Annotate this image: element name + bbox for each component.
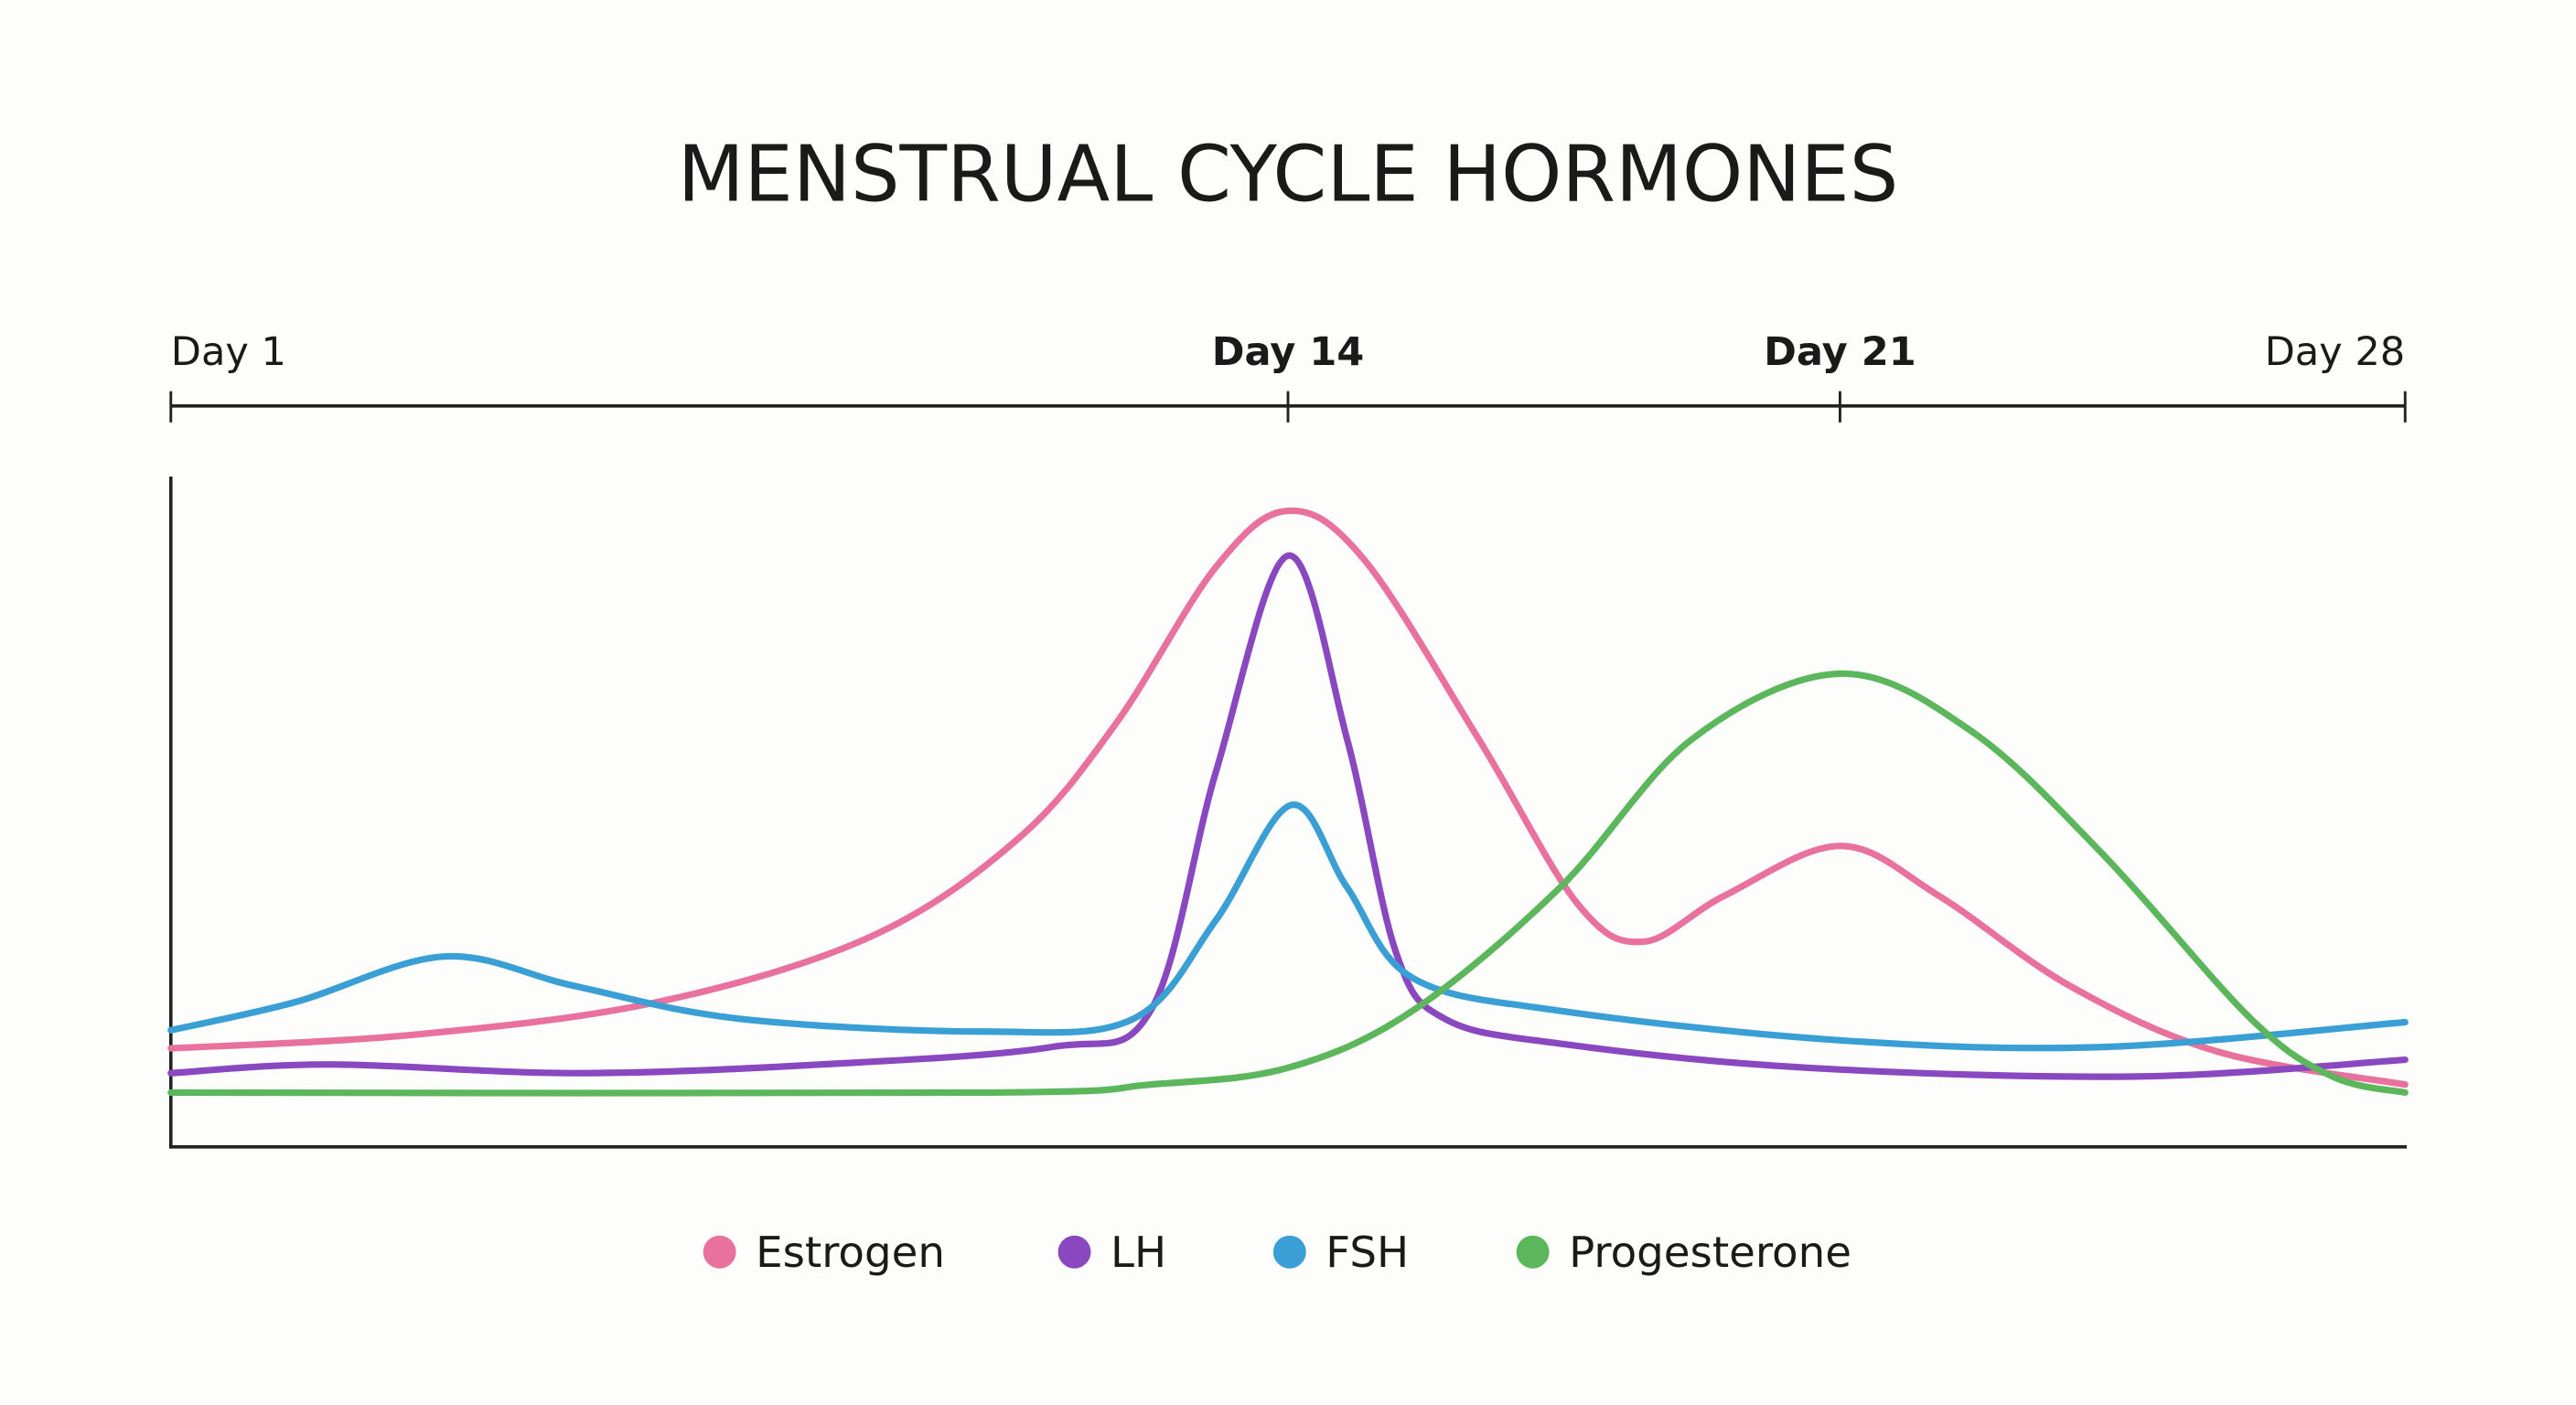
chart-title: MENSTRUAL CYCLE HORMONES <box>678 129 1899 219</box>
x-tick-label: Day 28 <box>2265 329 2406 375</box>
day-timeline: Day 1 Day 14 Day 21 Day 28 <box>169 329 2407 423</box>
x-tick-label: Day 21 <box>1764 329 1916 375</box>
legend-label: Estrogen <box>756 1228 945 1278</box>
legend: Estrogen LH FSH Progesterone <box>703 1228 1852 1278</box>
legend-label: Progesterone <box>1569 1228 1852 1278</box>
series-lines <box>167 507 2409 1097</box>
legend-marker <box>703 1235 736 1269</box>
x-tick-label: Day 1 <box>171 329 286 375</box>
x-tick-label: Day 14 <box>1212 329 1365 375</box>
legend-label: FSH <box>1326 1228 1409 1278</box>
legend-marker <box>1272 1235 1306 1269</box>
series-line-lh <box>167 552 2409 1080</box>
legend-marker <box>1057 1235 1091 1269</box>
legend-item-estrogen: Estrogen <box>703 1228 945 1278</box>
legend-item-progesterone: Progesterone <box>1516 1228 1852 1278</box>
legend-marker <box>1516 1235 1550 1269</box>
legend-label: LH <box>1111 1228 1166 1278</box>
series-line-estrogen <box>167 507 2409 1089</box>
series-line-progesterone <box>167 670 2409 1097</box>
series-line-fsh <box>167 801 2409 1052</box>
legend-item-fsh: FSH <box>1272 1228 1409 1278</box>
legend-item-lh: LH <box>1057 1228 1166 1278</box>
